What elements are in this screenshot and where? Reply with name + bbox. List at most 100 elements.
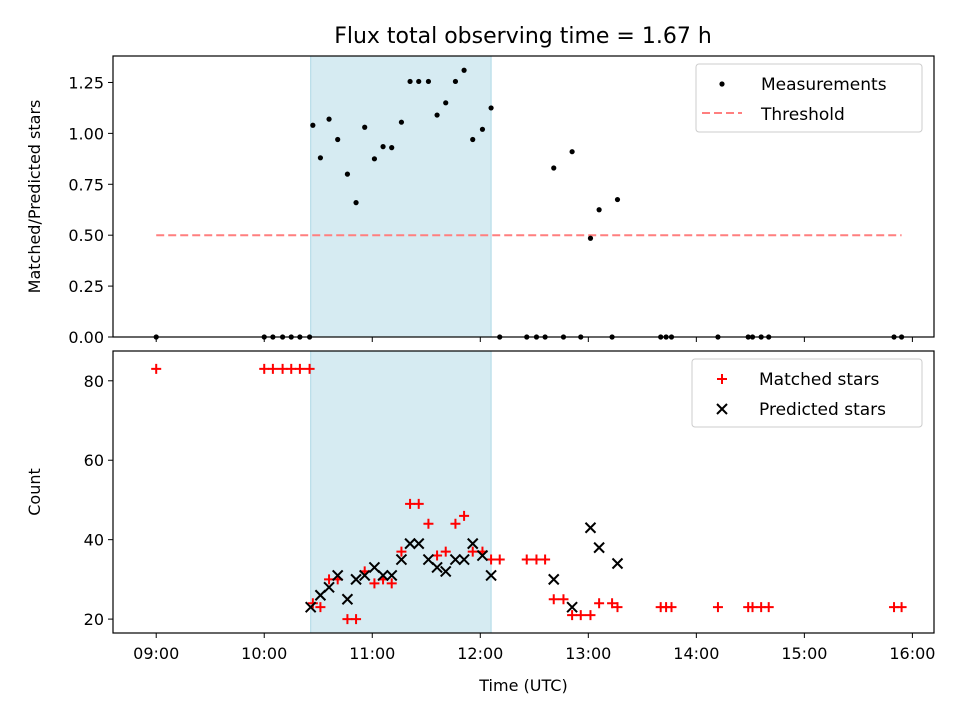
predicted-point: [377, 569, 389, 582]
predicted-point: [485, 569, 497, 582]
predicted-point: [593, 541, 605, 554]
predicted-point: [584, 522, 597, 534]
measurement-point: [398, 119, 405, 125]
predicted-point: [449, 553, 462, 566]
measurement-point: [461, 67, 467, 73]
matched-point: [896, 602, 907, 613]
matched-point: [521, 554, 532, 565]
matched-point: [386, 578, 397, 589]
matched-point: [467, 546, 478, 557]
matched-point: [666, 602, 677, 613]
measurement-point: [587, 235, 594, 241]
predicted-point: [331, 569, 344, 582]
predicted-point: [611, 557, 624, 570]
matched-point: [413, 498, 424, 509]
matched-point: [531, 554, 542, 565]
measurement-point: [335, 136, 341, 143]
matched-point: [567, 610, 578, 621]
predicted-point: [458, 553, 470, 566]
matched-point: [712, 602, 723, 613]
y-tick-label: 0.00: [68, 328, 104, 347]
predicted-point: [476, 549, 489, 562]
measurement-point: [310, 122, 316, 128]
matched-point: [307, 598, 318, 609]
matched-point: [440, 546, 451, 557]
matched-point: [459, 510, 470, 521]
matched-point: [286, 363, 297, 374]
bottom-panel: 20 40 60 80 09:00 10:00 11:00 12:00 13:00 14:00 15…: [25, 350, 935, 695]
highlight-span: [310, 350, 492, 634]
predicted-point: [440, 565, 452, 578]
matched-point: [277, 363, 288, 374]
predicted-point: [341, 593, 354, 605]
legend-matched-label: Matched stars: [759, 370, 879, 390]
y-tick-label: 80: [84, 372, 104, 391]
matched-point: [151, 363, 162, 374]
matched-point: [540, 554, 551, 565]
x-tick-label: 15:00: [781, 644, 827, 663]
y-tick-label: 0.75: [68, 175, 104, 194]
x-axis-label: Time (UTC): [478, 676, 567, 695]
chart-title: Flux total observing time = 1.67 h: [334, 24, 712, 49]
axes-frame: [112, 55, 935, 338]
measurement-point: [326, 116, 332, 122]
matched-point: [423, 518, 434, 529]
matched-point: [575, 610, 586, 621]
measurement-point: [389, 145, 395, 151]
matched-point: [259, 363, 270, 374]
predicted-point: [404, 537, 416, 550]
matched-point: [267, 363, 278, 374]
measurement-point: [425, 78, 432, 85]
matched-point: [612, 602, 623, 613]
y-tick-label: 0.50: [68, 226, 104, 245]
y-tick-label: 0.25: [68, 277, 104, 296]
y-tick-label: 1.25: [68, 73, 104, 92]
legend-matched-marker: [717, 374, 727, 384]
y-tick-label: 60: [84, 451, 104, 470]
x-tick-label: 16:00: [889, 644, 935, 663]
matched-point: [747, 602, 758, 613]
x-tick-label: 14:00: [673, 644, 719, 663]
measurement-point: [452, 78, 459, 85]
predicted-point: [304, 601, 317, 613]
matched-point: [369, 578, 380, 589]
measurement-point: [470, 136, 476, 143]
measurement-point: [569, 149, 575, 155]
measurement-point: [488, 105, 494, 111]
legend-box: [691, 358, 923, 428]
measurement-point: [614, 196, 621, 203]
predicted-point: [323, 581, 335, 594]
predicted-point: [566, 601, 578, 613]
axes-frame: [112, 350, 935, 634]
legend-predicted-marker: [716, 403, 728, 415]
measurement-point: [443, 100, 449, 106]
predicted-point: [350, 573, 362, 586]
top-panel: 0.00 0.25 0.50 0.75 1.00 1.25 Matched/Predicte…: [25, 55, 935, 347]
legend-box: [695, 63, 923, 133]
matched-point: [315, 602, 326, 613]
x-tick-label: 12:00: [457, 644, 503, 663]
measurement-point: [551, 165, 557, 171]
predicted-point: [467, 537, 479, 550]
measurement-point: [479, 126, 486, 132]
x-tick-label: 09:00: [133, 644, 179, 663]
predicted-point: [395, 553, 408, 566]
predicted-point: [358, 569, 371, 582]
y-axis-label: Matched/Predicted stars: [25, 100, 44, 294]
matched-point: [405, 498, 416, 509]
y-axis-label: Count: [25, 468, 44, 516]
matched-point: [494, 554, 505, 565]
legend-measurements-label: Measurements: [761, 75, 887, 95]
matched-point: [763, 602, 774, 613]
predicted-point: [431, 561, 443, 574]
matched-point: [548, 594, 559, 605]
predicted-point: [386, 569, 398, 582]
measurement-point: [596, 207, 602, 213]
y-tick-label: 20: [84, 610, 104, 629]
legend-predicted-label: Predicted stars: [759, 400, 886, 420]
matched-point: [594, 598, 605, 609]
matched-point: [607, 598, 618, 609]
predicted-point: [413, 537, 425, 550]
measurement-point: [416, 78, 422, 85]
measurement-point: [407, 78, 413, 85]
